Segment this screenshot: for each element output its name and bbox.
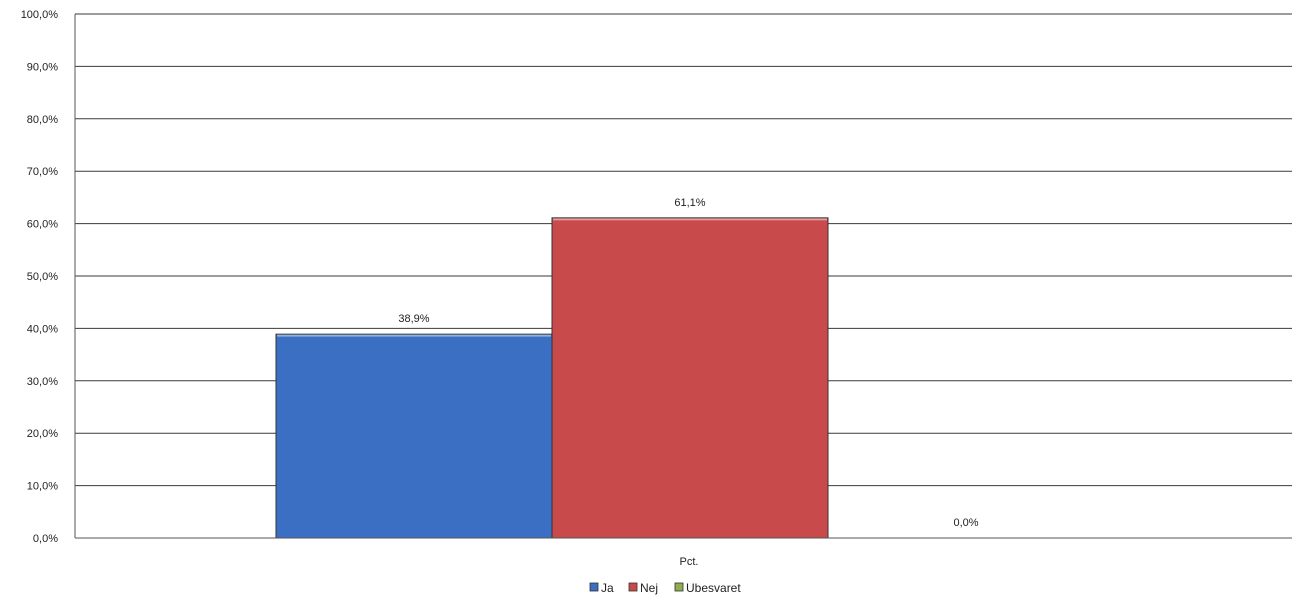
x-category-label: Pct. bbox=[680, 556, 699, 568]
y-tick-label: 30,0% bbox=[27, 376, 58, 388]
legend-label-ubesvaret: Ubesvaret bbox=[686, 581, 741, 595]
y-tick-label: 10,0% bbox=[27, 481, 58, 493]
legend: Ja Nej Ubesvaret bbox=[589, 581, 741, 595]
data-label-nej: 61,1% bbox=[674, 197, 705, 209]
y-tick-label: 50,0% bbox=[27, 271, 58, 283]
data-label-ja: 38,9% bbox=[398, 313, 429, 325]
y-tick-label: 100,0% bbox=[21, 9, 59, 21]
legend-label-nej: Nej bbox=[640, 581, 658, 595]
bars bbox=[275, 217, 829, 539]
y-tick-label: 90,0% bbox=[27, 61, 58, 73]
bar-ja bbox=[275, 333, 553, 539]
y-tick-label: 20,0% bbox=[27, 428, 58, 440]
y-tick-label: 80,0% bbox=[27, 114, 58, 126]
legend-label-ja: Ja bbox=[601, 581, 614, 595]
data-label-ubesvaret: 0,0% bbox=[953, 517, 978, 529]
y-tick-label: 70,0% bbox=[27, 166, 58, 178]
y-tick-label: 0,0% bbox=[33, 533, 58, 545]
legend-swatch-nej bbox=[628, 582, 638, 592]
data-labels: 38,9% 61,1% 0,0% bbox=[398, 197, 978, 529]
x-axis: Pct. bbox=[74, 14, 1292, 568]
bar-nej bbox=[551, 217, 829, 539]
legend-swatch-ja bbox=[589, 582, 599, 592]
y-axis-ticks: 0,0% 10,0% 20,0% 30,0% 40,0% 50,0% 60,0% 70,0% 8… bbox=[21, 9, 59, 545]
legend-swatch-ubesvaret bbox=[674, 582, 684, 592]
y-tick-label: 60,0% bbox=[27, 219, 58, 231]
y-tick-label: 40,0% bbox=[27, 323, 58, 335]
